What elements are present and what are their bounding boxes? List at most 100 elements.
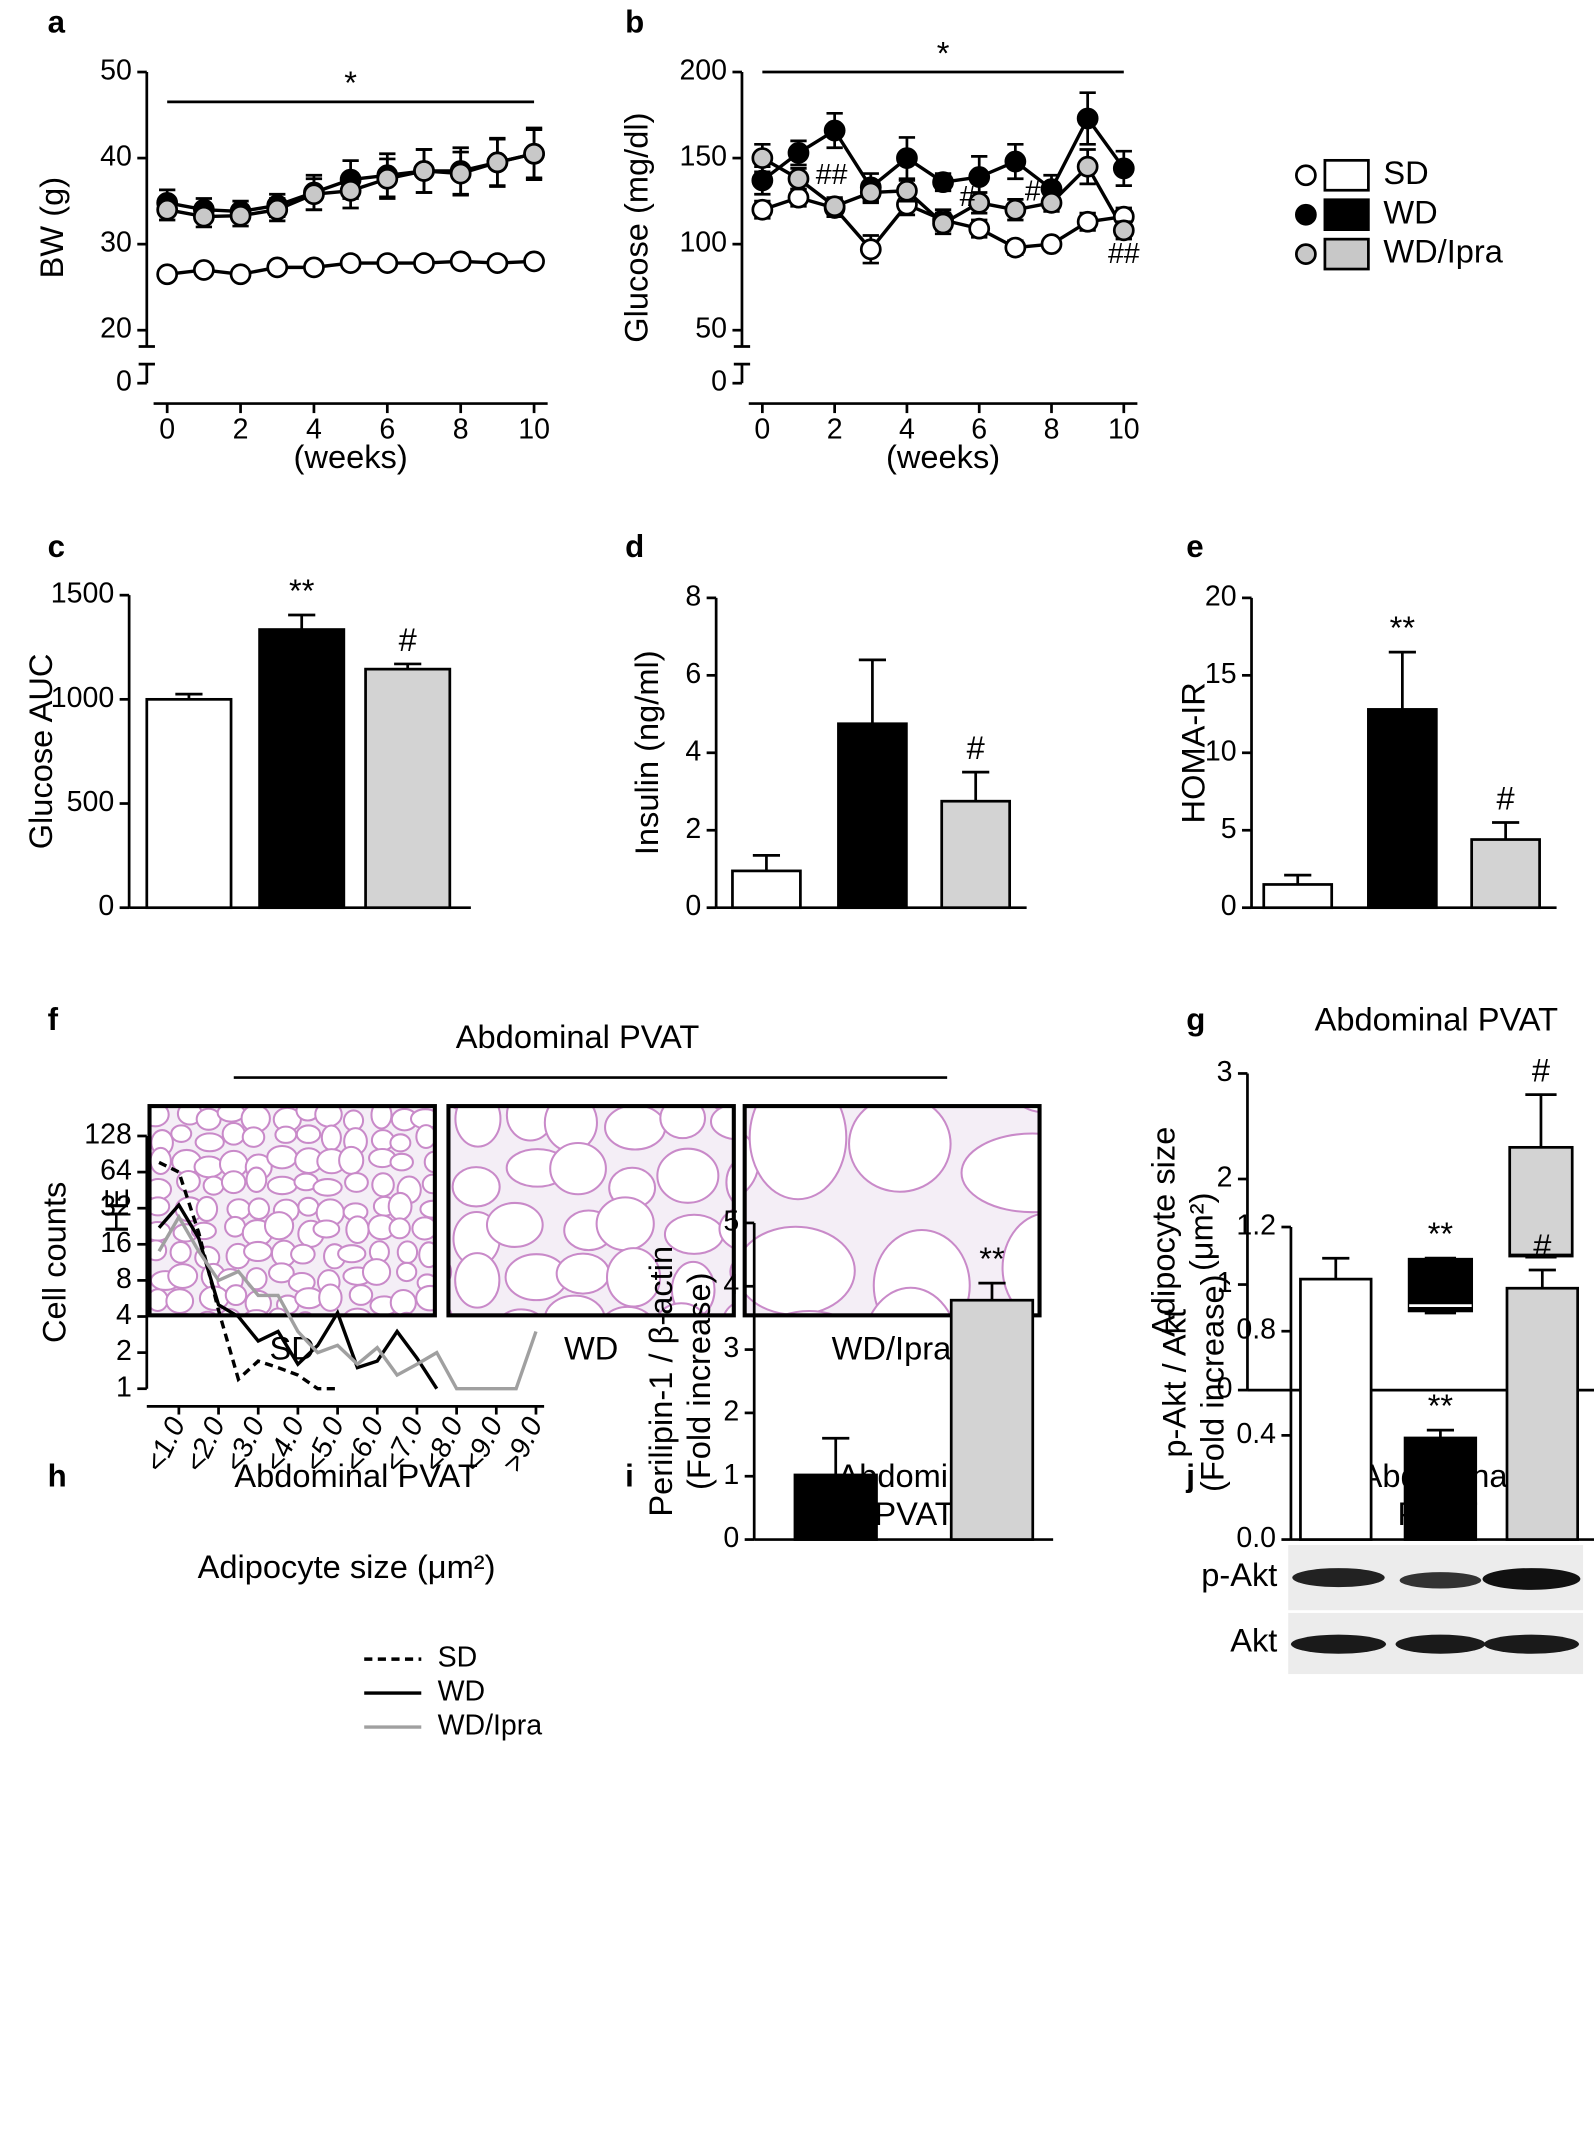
panel-letter: i [625,1459,634,1494]
y-axis-label: p-Akt / Akt [1155,1309,1192,1458]
marker [1112,219,1135,242]
adipocyte [723,1302,734,1316]
marker [266,198,289,221]
y-tick-label: 0 [1217,1373,1233,1405]
adipocyte [170,1124,193,1143]
bar [731,869,802,910]
y-tick-label: 50 [695,313,727,345]
annotation: * [937,34,950,71]
y-tick-label: 0 [723,1522,739,1554]
marker [303,256,325,279]
bar [940,799,1012,910]
marker [823,195,846,218]
western-blot [1288,1544,1584,1675]
adipocyte [656,1147,720,1204]
adipocyte [369,1078,389,1104]
error-bar [288,613,316,630]
y-tick-label: 40 [100,141,132,173]
legend-label: WD/Ipra [438,1710,543,1742]
annotation: # [960,181,976,213]
y-axis-label: BW (g) [33,177,70,278]
y-tick-label: 1500 [51,578,114,610]
x-tick-label: 4 [306,413,322,445]
marker [968,217,991,240]
marker [1004,198,1027,221]
histology [147,1056,1042,1318]
adipocyte [338,1145,365,1175]
error-bar [1528,1268,1556,1289]
bar [364,667,452,910]
annotation: ** [1428,1387,1454,1424]
blot-band [1290,1634,1387,1654]
bar [1470,838,1541,910]
adipocyte [544,1294,606,1316]
marker [1112,157,1135,180]
adipocyte [337,1244,367,1264]
adipocyte [887,1106,939,1110]
adipocyte [604,1106,667,1151]
adipocyte [428,1314,435,1316]
adipocyte [343,1307,372,1316]
annotation: ** [289,572,315,609]
x-axis-label: (weeks) [886,438,1000,475]
adipocyte [451,1166,501,1208]
adipocyte [485,1201,544,1248]
marker [523,142,545,165]
marker [1040,233,1063,256]
adipocyte [389,1289,417,1316]
adipocyte [960,1132,1040,1214]
y-tick-label: 0 [711,366,727,398]
adipocyte [709,1106,734,1141]
marker [751,169,774,192]
y-tick-label: 32 [100,1191,132,1223]
y-axis-label: (μm²) [1183,1193,1220,1272]
adipocyte [297,1196,320,1217]
x-tick-label: 0 [159,413,175,445]
adipocyte [221,1122,246,1146]
adipocyte [396,1240,419,1265]
y-tick-label: 8 [116,1263,132,1295]
y-tick-label: 1 [116,1371,132,1403]
y-tick-label: 0.4 [1236,1418,1276,1450]
adipocyte [711,1106,734,1113]
panel-title: Abdominal PVAT [456,1018,700,1055]
adipocyte [389,1056,453,1109]
adipocyte [361,1258,392,1286]
adipocyte [268,1262,295,1284]
tissue-image [744,1106,1040,1316]
tissue-image [389,1056,734,1316]
y-tick-label: 2 [723,1395,739,1427]
x-axis-label: Adipocyte size (μm²) [198,1548,496,1585]
adipocyte [670,1260,716,1316]
adipocyte [388,1217,411,1240]
adipocyte [869,1286,952,1316]
marker [787,142,810,164]
legend-marker [1295,203,1317,226]
panel-title: PVAT [874,1495,954,1532]
y-tick-label: 20 [100,313,132,345]
stain-label: HE [98,1188,135,1233]
error-bar [822,1436,850,1475]
legend-label: SD [438,1642,478,1674]
y-axis-label: (Fold increase) [680,1273,717,1490]
adipocyte [1020,1106,1040,1114]
marker [823,119,846,142]
y-tick-label: 1 [1217,1267,1233,1299]
error-bar [1322,1256,1350,1280]
adipocyte [167,1263,199,1289]
marker [523,250,545,273]
y-axis-label: Glucose AUC [22,654,59,850]
adipocyte [604,1305,651,1316]
adipocyte [346,1078,367,1103]
adipocyte [245,1166,268,1193]
marker [303,183,325,206]
adipocyte [149,1196,171,1217]
y-tick-label: 16 [100,1227,132,1259]
legend-label: WD [1383,193,1437,230]
y-tick-label: 0.8 [1236,1314,1276,1346]
blot-band [1399,1572,1482,1589]
image-frame [742,1104,1042,1318]
adipocyte [555,1252,611,1295]
adipocyte [312,1178,343,1197]
y-tick-label: 0 [116,366,132,398]
